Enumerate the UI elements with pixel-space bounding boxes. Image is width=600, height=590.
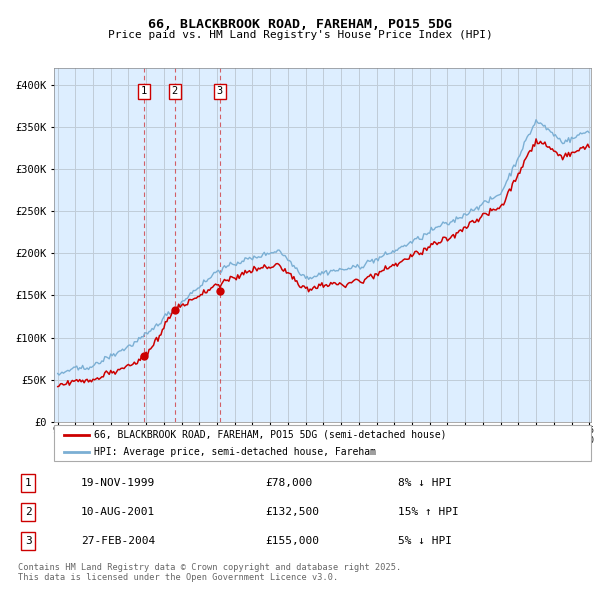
Text: 66, BLACKBROOK ROAD, FAREHAM, PO15 5DG (semi-detached house): 66, BLACKBROOK ROAD, FAREHAM, PO15 5DG (… — [94, 430, 447, 440]
Text: 3: 3 — [217, 87, 223, 96]
Text: 1: 1 — [141, 87, 147, 96]
Text: £155,000: £155,000 — [265, 536, 319, 546]
Text: 3: 3 — [25, 536, 32, 546]
Text: 2: 2 — [25, 507, 32, 517]
Text: 8% ↓ HPI: 8% ↓ HPI — [398, 478, 452, 487]
Text: £132,500: £132,500 — [265, 507, 319, 517]
Text: 10-AUG-2001: 10-AUG-2001 — [81, 507, 155, 517]
FancyBboxPatch shape — [54, 425, 591, 461]
Text: 15% ↑ HPI: 15% ↑ HPI — [398, 507, 458, 517]
Text: HPI: Average price, semi-detached house, Fareham: HPI: Average price, semi-detached house,… — [94, 447, 376, 457]
Text: 2: 2 — [172, 87, 178, 96]
Text: Price paid vs. HM Land Registry's House Price Index (HPI): Price paid vs. HM Land Registry's House … — [107, 30, 493, 40]
Text: 66, BLACKBROOK ROAD, FAREHAM, PO15 5DG: 66, BLACKBROOK ROAD, FAREHAM, PO15 5DG — [148, 18, 452, 31]
Text: 27-FEB-2004: 27-FEB-2004 — [81, 536, 155, 546]
Text: 5% ↓ HPI: 5% ↓ HPI — [398, 536, 452, 546]
Text: 1: 1 — [25, 478, 32, 487]
Text: Contains HM Land Registry data © Crown copyright and database right 2025.
This d: Contains HM Land Registry data © Crown c… — [18, 563, 401, 582]
Text: £78,000: £78,000 — [265, 478, 313, 487]
Text: 19-NOV-1999: 19-NOV-1999 — [81, 478, 155, 487]
